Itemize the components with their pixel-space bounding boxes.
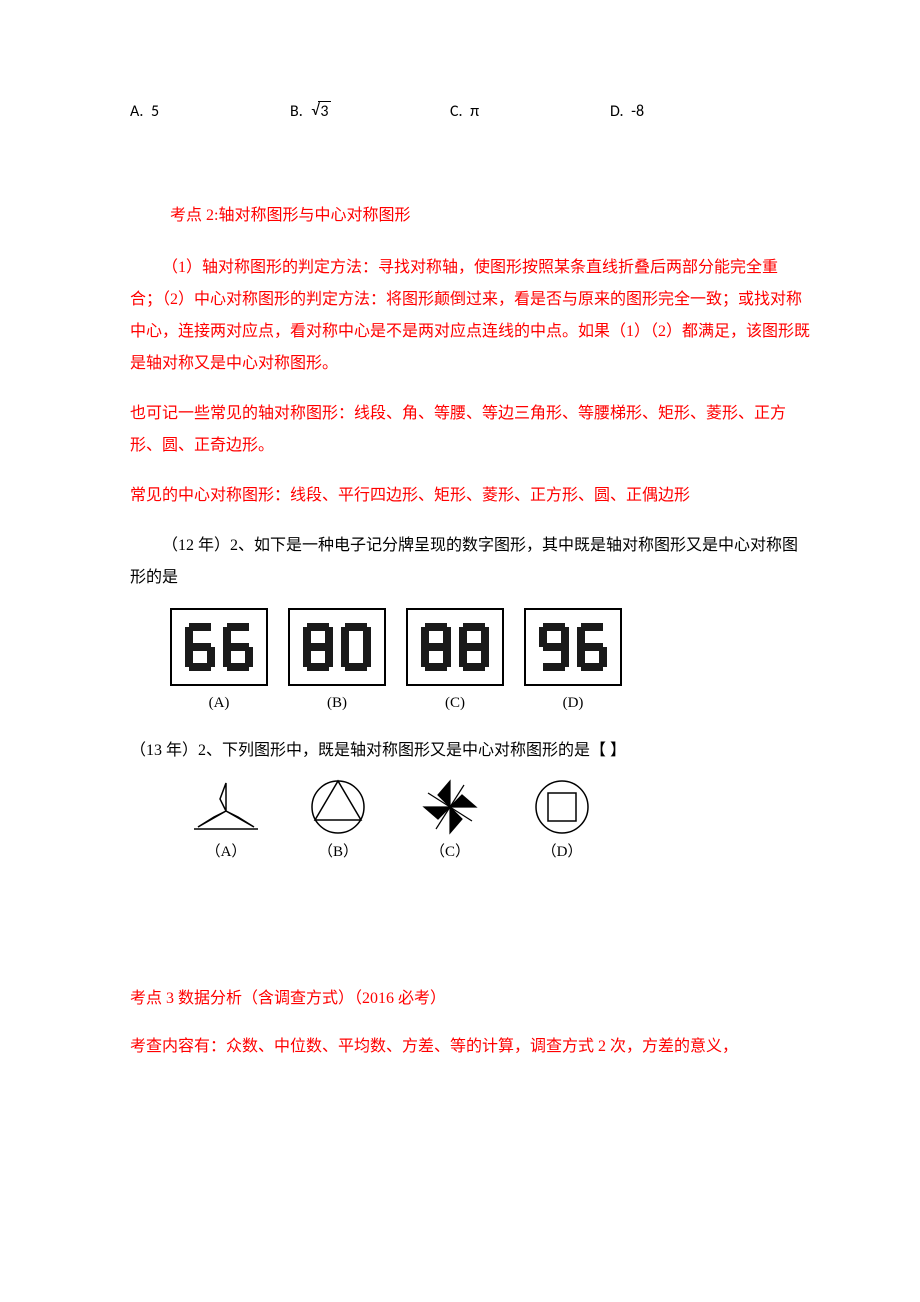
- shape-d: （D）: [526, 777, 598, 864]
- shape-a-label: （A）: [206, 841, 247, 864]
- option-b-letter: B.: [290, 102, 303, 121]
- seg-8-icon: [457, 621, 491, 673]
- option-d-value: -8: [631, 102, 644, 121]
- kp3-p1: 考查内容有：众数、中位数、平均数、方差、等的计算，调查方式 2 次，方差的意义，: [130, 1031, 810, 1063]
- shape-c: （C）: [414, 777, 486, 864]
- spacer: [130, 903, 810, 983]
- kp2-heading: 考点 2:轴对称图形与中心对称图形: [170, 204, 810, 228]
- option-b-value: 3: [318, 101, 331, 121]
- spacer-sm: [130, 1019, 810, 1031]
- q12-text: （12 年）2、如下是一种电子记分牌呈现的数字图形，其中既是轴对称图形又是中心对…: [130, 530, 810, 594]
- seg-6-icon: [575, 621, 609, 673]
- option-a: A. 5: [130, 100, 290, 124]
- kp2-p2: 也可记一些常见的轴对称图形：线段、角、等腰、等边三角形、等腰梯形、矩形、菱形、正…: [130, 398, 810, 462]
- shape-b: （B）: [302, 777, 374, 864]
- option-b: B. 3: [290, 100, 450, 124]
- propeller-icon: [190, 777, 262, 837]
- digit-80-frame: [288, 608, 386, 686]
- pinwheel-icon: [414, 777, 486, 837]
- digit-66-frame: [170, 608, 268, 686]
- seg-6-icon: [221, 621, 255, 673]
- shape-a: （A）: [190, 777, 262, 864]
- seg-8-icon: [301, 621, 335, 673]
- digit-96-label: (D): [563, 692, 584, 715]
- seg-6-icon: [183, 621, 217, 673]
- option-d: D. -8: [610, 100, 770, 124]
- digit-88-label: (C): [445, 692, 465, 715]
- kp3-heading: 考点 3 数据分析（含调查方式）（2016 必考）: [130, 983, 810, 1015]
- option-d-letter: D.: [610, 102, 624, 121]
- digit-80-label: (B): [327, 692, 347, 715]
- option-a-letter: A.: [130, 102, 143, 121]
- digit-80: (B): [288, 608, 386, 715]
- digit-66-label: (A): [209, 692, 230, 715]
- digit-88-frame: [406, 608, 504, 686]
- digit-88: (C): [406, 608, 504, 715]
- digit-66: (A): [170, 608, 268, 715]
- circle-square-icon: [526, 777, 598, 837]
- shape-d-label: （D）: [542, 841, 583, 864]
- seg-0-icon: [339, 621, 373, 673]
- q13-figures: （A） （B）: [190, 777, 810, 864]
- circle-triangle-icon: [302, 777, 374, 837]
- digit-96-frame: [524, 608, 622, 686]
- document-page: A. 5 B. 3 C. π D. -8 考点 2:轴对称图形与中心对称图形 （…: [0, 0, 920, 1127]
- option-c-letter: C.: [450, 102, 463, 121]
- digit-96: (D): [524, 608, 622, 715]
- option-a-value: 5: [151, 102, 159, 121]
- shape-b-label: （B）: [318, 841, 358, 864]
- sqrt-icon: 3: [310, 100, 331, 124]
- option-c-value: π: [470, 102, 479, 121]
- kp2-p1: （1）轴对称图形的判定方法：寻找对称轴，使图形按照某条直线折叠后两部分能完全重合…: [130, 252, 810, 380]
- shape-c-label: （C）: [430, 841, 470, 864]
- option-c: C. π: [450, 100, 610, 124]
- seg-8-icon: [419, 621, 453, 673]
- kp2-p3: 常见的中心对称图形：线段、平行四边形、矩形、菱形、正方形、圆、正偶边形: [130, 480, 810, 512]
- options-row: A. 5 B. 3 C. π D. -8: [130, 100, 810, 124]
- q13-text: （13 年）2、下列图形中，既是轴对称图形又是中心对称图形的是【 】: [130, 735, 810, 767]
- seg-9-icon: [537, 621, 571, 673]
- q12-figures: (A) (B): [170, 608, 810, 715]
